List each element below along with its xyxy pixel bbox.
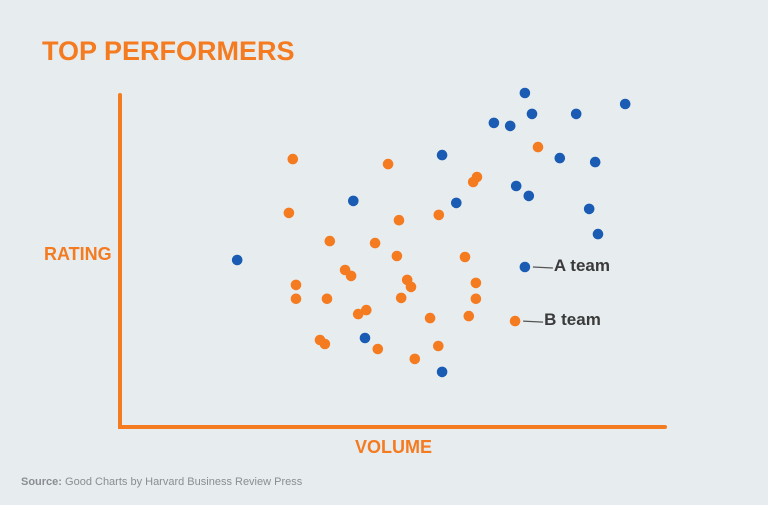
axis-lines [118,93,667,429]
b-team-point [369,237,381,249]
b-team-point [345,270,357,282]
b-team-point [395,292,407,304]
b-team-point [283,207,295,219]
b-team-point [471,171,483,183]
b-team-point [409,353,421,365]
b-team-point [391,250,403,262]
b-team-point [321,293,333,305]
source-text: Good Charts by Harvard Business Review P… [65,476,303,488]
a-team-point [436,149,448,161]
legend-label-a-team: A team [553,255,610,275]
legend-leader-line [532,266,553,269]
a-team-point [589,156,601,168]
a-team-point [359,332,371,344]
b-team-point [319,338,331,350]
b-team-point [290,293,302,305]
a-team-point [231,254,243,266]
chart-title: TOP PERFORMERS [42,36,295,66]
b-team-point [372,343,384,355]
b-team-point [290,279,302,291]
data-points [231,87,631,378]
a-team-point [519,87,531,99]
a-team-point [488,117,500,129]
legend-marker [519,261,531,273]
b-team-point [382,158,394,170]
legend-marker [509,315,521,327]
b-team-point [324,235,336,247]
b-team-point [470,293,482,305]
source-prefix: Source: [21,476,62,488]
a-team-point [592,228,604,240]
a-team-point [436,366,448,378]
b-team-point [463,310,475,322]
b-team-point [361,304,372,316]
a-team-point [583,203,595,215]
a-team-point [510,180,522,192]
b-team-point [393,214,405,226]
a-team-point [619,98,631,110]
b-team-point [532,141,544,153]
b-team-point [352,308,364,320]
b-team-point [424,312,436,324]
b-team-point [287,153,299,165]
a-team-point [523,190,535,202]
b-team-point [433,340,444,352]
a-team-point [451,197,462,209]
b-team-point [470,277,482,289]
b-team-point [433,209,445,221]
legend-leader-line [523,320,544,323]
b-team-point [459,251,471,263]
a-team-point [348,195,359,207]
a-team-point [554,152,566,164]
source-note: Source: Good Charts by Harvard Business … [21,476,302,488]
a-team-point [504,120,516,132]
x-axis-label: VOLUME [355,437,433,457]
b-team-point [405,281,417,293]
a-team-point [526,108,538,120]
y-axis-label: RATING [44,244,112,264]
legend-label-b-team: B team [544,310,601,330]
a-team-point [570,108,582,120]
axes [118,93,667,429]
legend-markers [509,261,553,327]
